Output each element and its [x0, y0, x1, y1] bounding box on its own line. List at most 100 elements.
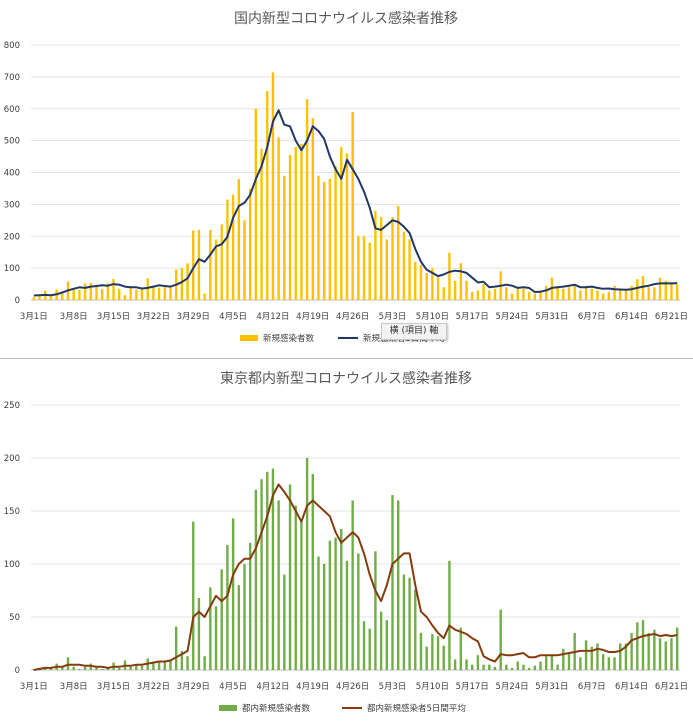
bar	[203, 656, 206, 670]
bar	[436, 636, 440, 670]
bar	[186, 656, 189, 670]
bar	[311, 473, 314, 670]
bar	[453, 280, 457, 300]
bar	[368, 242, 371, 300]
bar	[397, 205, 400, 300]
bar	[83, 666, 87, 670]
average-line	[33, 483, 678, 671]
bar	[305, 99, 309, 300]
bar	[448, 560, 451, 670]
x-tick-label: 5月10日	[416, 682, 449, 692]
x-tick-label: 3月22日	[137, 682, 170, 692]
bar	[624, 288, 628, 300]
bar	[260, 148, 263, 300]
bar	[220, 224, 223, 300]
bar	[414, 589, 417, 670]
y-tick-label: 800	[4, 41, 20, 51]
y-tick-label: 100	[4, 560, 20, 570]
bar	[357, 236, 360, 300]
bar	[664, 641, 667, 670]
bar	[647, 632, 650, 670]
y-tick-label: 0	[15, 666, 20, 676]
bar	[129, 666, 132, 670]
bar	[209, 587, 212, 670]
bar	[425, 646, 428, 670]
y-tick-label: 50	[9, 613, 20, 623]
bar	[562, 288, 565, 300]
bar	[579, 657, 582, 670]
bar	[619, 643, 622, 670]
bar	[283, 175, 286, 300]
bar	[197, 229, 201, 300]
bar	[260, 479, 263, 670]
x-tick-label: 3月15日	[97, 312, 130, 322]
bar	[66, 657, 70, 670]
bar	[237, 178, 240, 300]
chart-title: 東京都内新型コロナウイルス感染者推移	[220, 370, 472, 387]
x-tick-label: 5月31日	[535, 312, 568, 322]
bar	[562, 648, 565, 670]
bar	[664, 280, 667, 300]
bar	[140, 287, 144, 300]
bar	[89, 663, 92, 670]
x-tick-label: 5月17日	[456, 682, 489, 692]
bar	[482, 664, 485, 670]
bar	[197, 597, 201, 670]
bar	[624, 643, 628, 670]
bar	[516, 661, 519, 670]
x-tick-label: 3月15日	[97, 682, 130, 692]
bar	[209, 229, 212, 300]
x-tick-label: 5月3日	[379, 682, 407, 692]
bar	[368, 628, 371, 670]
bar	[471, 664, 474, 670]
bar	[38, 295, 41, 300]
bar	[658, 638, 662, 670]
bar	[186, 263, 189, 300]
bar	[379, 611, 383, 670]
x-tick-label: 6月14日	[615, 312, 648, 322]
bar	[118, 288, 121, 300]
bar	[174, 626, 178, 670]
bar	[567, 287, 571, 300]
bar	[271, 468, 275, 670]
bar	[300, 521, 303, 670]
bar	[448, 252, 451, 300]
bar	[95, 286, 98, 300]
bar	[550, 655, 554, 670]
bar	[641, 620, 645, 670]
x-tick-label: 4月5日	[219, 682, 247, 692]
bar	[658, 277, 662, 300]
x-tick-label: 5月31日	[535, 682, 568, 692]
x-tick-label: 5月24日	[495, 312, 528, 322]
bar	[476, 290, 480, 300]
bar	[374, 210, 377, 300]
bar	[402, 231, 406, 300]
bar	[118, 667, 121, 670]
bar	[459, 627, 463, 670]
bar	[613, 285, 616, 300]
x-tick-label: 6月7日	[578, 682, 606, 692]
bar	[135, 289, 138, 300]
bar	[533, 293, 537, 300]
bar	[545, 285, 548, 300]
bar	[397, 500, 400, 670]
x-tick-label: 4月19日	[296, 682, 329, 692]
bar	[100, 289, 104, 300]
bar	[129, 287, 132, 300]
bar	[499, 609, 502, 670]
bar	[527, 667, 531, 670]
bar	[385, 620, 389, 670]
bar	[32, 297, 36, 300]
bar	[340, 529, 343, 670]
bar	[49, 295, 53, 300]
bar	[442, 645, 445, 670]
y-tick-label: 0	[15, 296, 20, 306]
y-tick-label: 400	[4, 169, 20, 179]
bar	[653, 287, 656, 300]
bar	[601, 654, 605, 670]
x-tick-label: 5月24日	[495, 682, 528, 692]
chart-divider	[0, 358, 693, 359]
bar	[248, 542, 252, 670]
x-tick-label: 4月26日	[336, 682, 369, 692]
